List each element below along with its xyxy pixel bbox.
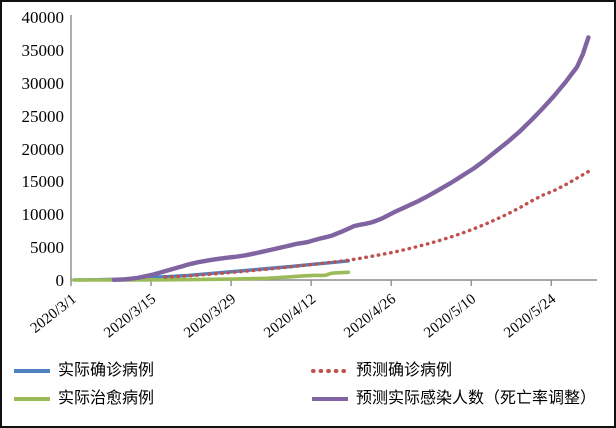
legend-item-actual-confirmed: 实际确诊病例 xyxy=(12,363,154,379)
y-tick-label: 5000 xyxy=(30,238,64,258)
y-tick-label: 30000 xyxy=(21,73,65,93)
legend-label: 预测实际感染人数（死亡率调整） xyxy=(356,390,597,407)
y-tick-label: 0 xyxy=(55,271,65,290)
legend-dotted-line-predicted-confirmed-icon xyxy=(311,369,350,373)
y-tick-label: 20000 xyxy=(21,139,65,159)
y-tick-label: 10000 xyxy=(21,205,65,225)
legend-label: 实际确诊病例 xyxy=(58,362,155,379)
legend-line-actual-cured-icon xyxy=(14,397,50,401)
legend-label: 实际治愈病例 xyxy=(58,390,155,407)
y-tick-label: 35000 xyxy=(21,40,65,60)
y-tick-label: 40000 xyxy=(21,8,65,27)
legend-item-predicted-confirmed: 预测确诊病例 xyxy=(310,363,452,379)
legend-label: 预测确诊病例 xyxy=(356,362,453,379)
legend-item-actual-cured: 实际治愈病例 xyxy=(12,391,154,407)
y-tick-label: 25000 xyxy=(21,106,65,126)
y-tick-label: 15000 xyxy=(21,172,65,192)
legend-item-predicted-infected: 预测实际感染人数（死亡率调整） xyxy=(310,391,596,407)
legend-line-actual-confirmed-icon xyxy=(14,369,50,373)
legend-line-predicted-infected-icon xyxy=(312,397,348,401)
